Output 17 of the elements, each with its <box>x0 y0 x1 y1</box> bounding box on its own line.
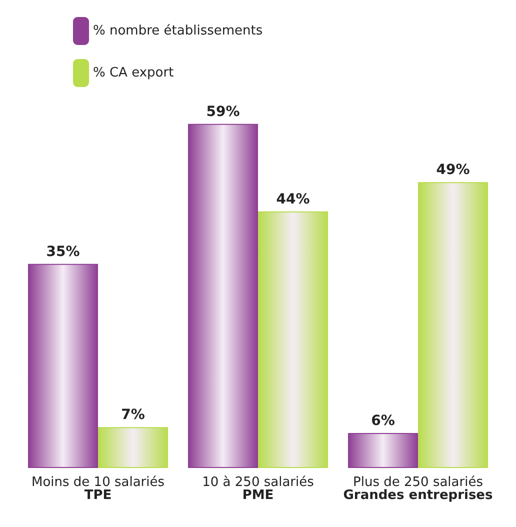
data-label: 7% <box>121 407 145 424</box>
x-tick-label: Plus de 250 salariés Grandes entreprises <box>343 475 493 503</box>
data-label: 6% <box>371 413 395 429</box>
bar <box>418 182 488 468</box>
bar <box>258 211 328 468</box>
bar <box>348 433 418 468</box>
legend-label: % CA export <box>93 66 174 80</box>
data-label: 59% <box>206 104 240 120</box>
x-tick-label: Moins de 10 salariés TPE <box>31 475 165 503</box>
data-label: 44% <box>276 191 310 208</box>
legend-label: % nombre établissements <box>93 24 263 38</box>
bar <box>188 124 258 468</box>
data-label: 35% <box>46 244 80 260</box>
x-tick-label: 10 à 250 salariés PME <box>202 475 314 503</box>
bar <box>98 427 168 468</box>
bar <box>28 264 98 468</box>
data-label: 49% <box>436 162 470 178</box>
